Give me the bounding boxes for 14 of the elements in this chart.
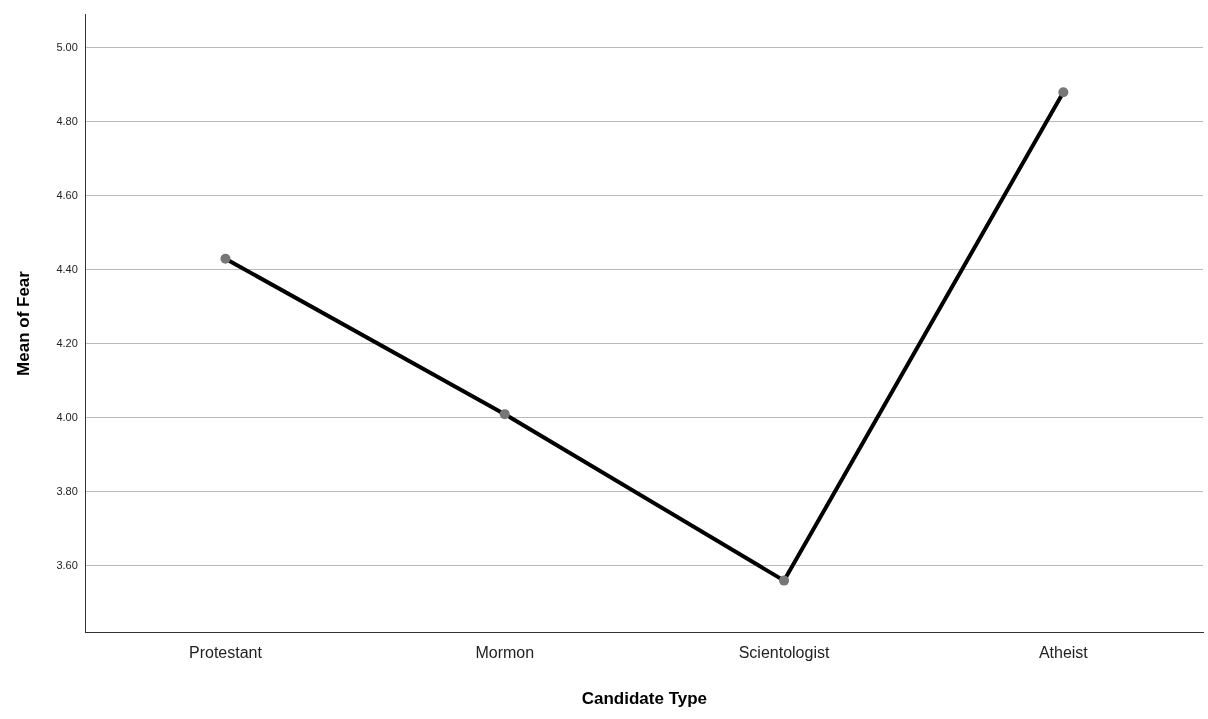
y-tick-label: 3.60	[56, 558, 78, 571]
x-tick-label: Protestant	[188, 644, 263, 662]
x-tick-label: Scientologist	[738, 644, 830, 662]
y-axis-title: Mean of Fear	[13, 270, 33, 376]
y-tick-label: 4.20	[56, 336, 78, 349]
x-tick-label: Mormon	[475, 644, 535, 662]
y-tick-label: 5.00	[56, 40, 78, 53]
x-tick-label: Atheist	[1038, 644, 1089, 662]
y-tick-label: 4.80	[56, 114, 78, 127]
y-tick-label: 4.40	[56, 262, 78, 275]
y-tick-label: 3.80	[56, 484, 78, 497]
y-tick-label: 4.00	[56, 410, 78, 423]
y-tick-label: 4.60	[56, 188, 78, 201]
x-axis-title: Candidate Type	[581, 689, 708, 709]
